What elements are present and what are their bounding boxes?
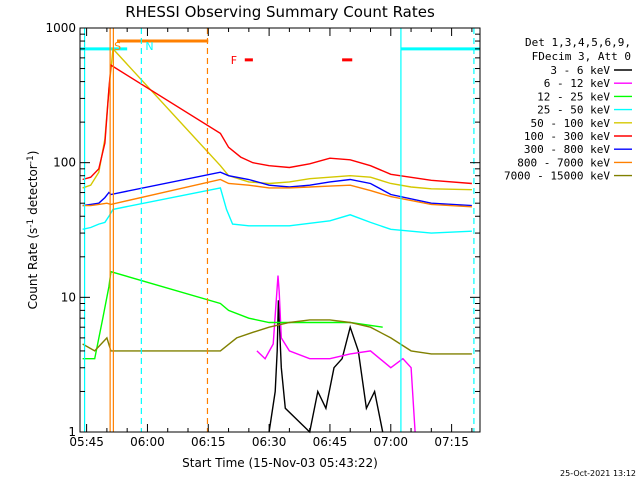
legend-label-7: 800 - 7000 keV xyxy=(517,156,610,169)
acquisition-bars: F xyxy=(80,39,480,67)
y-axis-label: Count Rate (s-1 detector-1) xyxy=(26,151,40,310)
x-axis-ticks: 05:45 06:00 06:15 06:30 06:45 07:00 07:15 xyxy=(69,28,473,449)
y-tick-label-3: 1000 xyxy=(45,21,76,35)
vertical-marker-label-4: S xyxy=(114,40,121,53)
x-tick-label-3: 06:30 xyxy=(252,435,287,449)
legend-label-0: 3 - 6 keV xyxy=(550,64,610,77)
plot-frame xyxy=(79,27,481,433)
legend-label-2: 12 - 25 keV xyxy=(537,90,610,103)
series-line-1 xyxy=(256,275,416,433)
legend-header-line-2: FDecim 3, Att 0 xyxy=(532,50,631,63)
x-tick-label-1: 06:00 xyxy=(130,435,165,449)
series-line-6 xyxy=(82,171,472,207)
legend-label-6: 300 - 800 keV xyxy=(524,143,610,156)
x-tick-label-0: 05:45 xyxy=(69,435,104,449)
legend-label-4: 50 - 100 keV xyxy=(531,117,611,130)
legend: Det 1,3,4,5,6,9, FDecim 3, Att 0 3 - 6 k… xyxy=(504,36,632,183)
legend-label-1: 6 - 12 keV xyxy=(544,77,611,90)
x-tick-label-6: 07:15 xyxy=(434,435,469,449)
x-tick-label-2: 06:15 xyxy=(191,435,226,449)
x-tick-label-5: 07:00 xyxy=(373,435,408,449)
legend-label-3: 25 - 50 keV xyxy=(537,104,610,117)
legend-label-8: 7000 - 15000 keV xyxy=(504,170,610,183)
y-tick-label-1: 10 xyxy=(61,290,76,304)
x-tick-label-4: 06:45 xyxy=(313,435,348,449)
footer-timestamp: 25-Oct-2021 13:12 xyxy=(560,469,636,478)
x-axis-label: Start Time (15-Nov-03 05:43:22) xyxy=(182,456,378,470)
chart-title: RHESSI Observing Summary Count Rates xyxy=(125,3,435,21)
series-line-2 xyxy=(82,270,383,360)
y-axis-ticks: 1 10 100 1000 xyxy=(45,21,480,439)
legend-header-line-1: Det 1,3,4,5,6,9, xyxy=(525,36,631,49)
series-line-5 xyxy=(82,63,472,185)
series-line-7 xyxy=(82,178,472,208)
status-bar-label-3: F xyxy=(231,54,237,67)
vertical-markers: NS xyxy=(83,28,475,432)
y-tick-label-0: 1 xyxy=(68,425,76,439)
series-lines xyxy=(82,47,472,434)
legend-label-5: 100 - 300 keV xyxy=(524,130,610,143)
y-tick-label-2: 100 xyxy=(53,156,76,170)
vertical-marker-label-1: N xyxy=(145,40,153,53)
series-line-3 xyxy=(82,187,472,234)
